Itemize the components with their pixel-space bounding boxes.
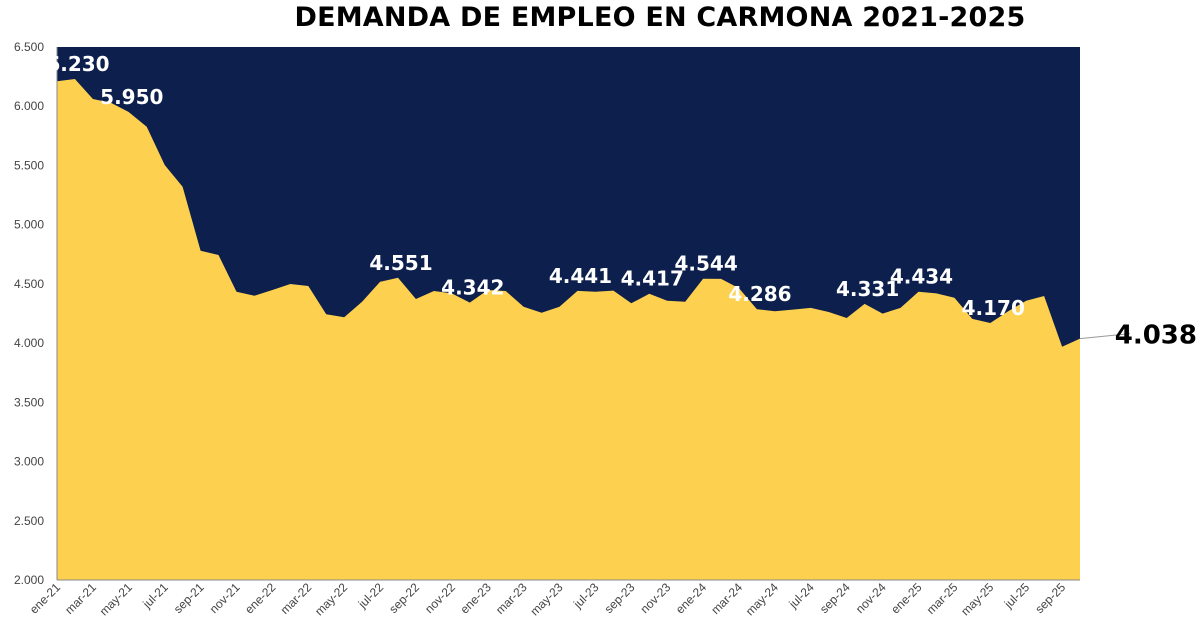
data-label: 4.417 [621,267,684,291]
x-tick-label: mar-21 [62,580,99,617]
x-tick-label: may-24 [743,580,781,618]
y-tick-label: 2.000 [14,573,44,587]
data-label: 4.331 [836,277,899,301]
x-tick-label: may-23 [527,580,565,618]
y-tick-label: 2.500 [14,514,44,528]
y-tick-label: 4.500 [14,277,44,291]
x-tick-label: nov-24 [853,580,889,616]
y-tick-label: 3.000 [14,455,44,469]
x-tick-label: may-21 [97,580,135,618]
data-label: 4.342 [441,276,504,300]
y-tick-label: 5.500 [14,158,44,172]
x-tick-label: nov-21 [207,580,243,616]
data-label: 5.950 [100,85,163,109]
x-tick-label: mar-25 [924,580,961,617]
data-label: 4.286 [728,282,791,306]
data-label: 4.434 [890,265,953,289]
x-tick-label: mar-22 [278,580,315,617]
x-tick-label: mar-23 [493,580,530,617]
leader-line [1079,333,1131,340]
chart-title: DEMANDA DE EMPLEO EN CARMONA 2021-2025 [294,2,1026,33]
y-tick-label: 6.500 [14,40,44,54]
x-tick-label: nov-22 [422,580,458,616]
data-label: 4.441 [549,264,612,288]
data-label: 6.230 [46,52,109,76]
y-tick-label: 4.000 [14,336,44,350]
x-tick-label: ene-22 [242,580,279,617]
x-tick-label: jul-25 [1001,580,1033,612]
data-label: 4.544 [674,252,737,276]
x-tick-label: jul-23 [570,580,602,612]
x-tick-label: sep-23 [602,580,638,616]
x-tick-label: jul-21 [139,580,171,612]
x-tick-label: may-22 [312,580,350,618]
y-tick-label: 5.000 [14,218,44,232]
x-tick-label: ene-23 [458,580,495,617]
x-tick-label: ene-24 [673,580,710,617]
x-tick-label: sep-21 [171,580,207,616]
x-tick-label: sep-24 [817,580,853,616]
x-tick-label: sep-22 [386,580,422,616]
x-tick-label: may-25 [958,580,996,618]
x-tick-label: jul-22 [355,580,387,612]
y-tick-label: 6.000 [14,99,44,113]
data-label: 4.038 [1115,321,1197,351]
data-label: 4.551 [369,251,432,275]
x-tick-label: sep-25 [1032,580,1068,616]
x-tick-label: mar-24 [708,580,745,617]
x-tick-label: ene-25 [888,580,925,617]
area-series [57,79,1080,580]
y-tick-label: 3.500 [14,395,44,409]
x-tick-label: nov-23 [637,580,673,616]
x-tick-label: jul-24 [786,580,818,612]
data-label: 4.170 [962,296,1025,320]
